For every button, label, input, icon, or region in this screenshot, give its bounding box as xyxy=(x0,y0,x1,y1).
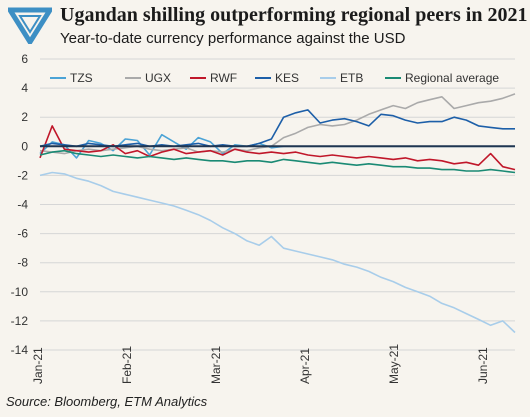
x-tick-label: Feb-21 xyxy=(120,346,134,384)
y-tick-label: -8 xyxy=(17,256,28,270)
x-tick-label: Mar-21 xyxy=(209,346,223,384)
source-note: Source: Bloomberg, ETM Analytics xyxy=(6,394,208,409)
chart-title: Ugandan shilling outperforming regional … xyxy=(60,4,528,26)
y-tick-label: -12 xyxy=(11,314,29,328)
series-line-etb xyxy=(39,171,516,334)
brand-logo-icon xyxy=(8,7,52,44)
x-tick-label: May-21 xyxy=(387,344,401,384)
x-tick-label: Apr-21 xyxy=(298,348,312,384)
legend-label: UGX xyxy=(145,71,171,85)
y-tick-label: -10 xyxy=(11,285,29,299)
series-line-regional-average xyxy=(39,149,516,174)
x-tick-label: Jun-21 xyxy=(476,347,490,384)
series-line-ugx xyxy=(39,93,516,155)
legend-label: TZS xyxy=(70,71,93,85)
y-tick-label: 6 xyxy=(21,52,28,66)
legend-label: Regional average xyxy=(405,71,499,85)
series-line-rwf xyxy=(39,125,516,171)
legend-label: KES xyxy=(275,71,299,85)
y-tick-label: -4 xyxy=(17,198,28,212)
legend-label: RWF xyxy=(210,71,237,85)
y-tick-label: 0 xyxy=(21,139,28,153)
x-tick-label: Jan-21 xyxy=(31,347,45,384)
y-tick-label: -14 xyxy=(11,343,29,357)
chart-subtitle: Year-to-date currency performance agains… xyxy=(60,30,406,47)
y-tick-label: -6 xyxy=(17,227,28,241)
y-tick-label: 4 xyxy=(21,81,28,95)
series-line-kes xyxy=(39,109,515,148)
legend-label: ETB xyxy=(340,71,363,85)
y-tick-label: -2 xyxy=(17,168,28,182)
y-tick-label: 2 xyxy=(21,110,28,124)
